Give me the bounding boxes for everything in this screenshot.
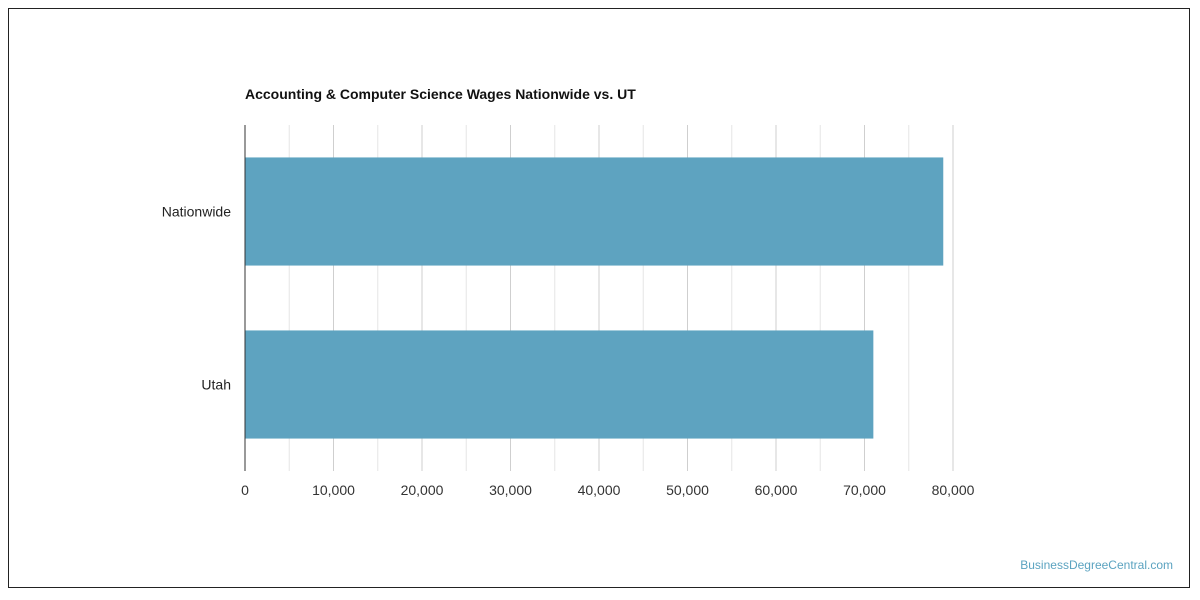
bar-nationwide (245, 157, 944, 266)
x-tick-label: 0 (241, 482, 249, 498)
bars (245, 157, 944, 439)
x-tick-label: 30,000 (489, 482, 532, 498)
y-category-label: Utah (201, 377, 231, 393)
chart-frame: Accounting & Computer Science Wages Nati… (8, 8, 1190, 588)
x-tick-label: 60,000 (755, 482, 798, 498)
x-tick-label: 20,000 (401, 482, 444, 498)
chart-title: Accounting & Computer Science Wages Nati… (245, 86, 636, 102)
x-tick-label: 80,000 (932, 482, 975, 498)
x-tick-label: 50,000 (666, 482, 709, 498)
x-tick-label: 40,000 (578, 482, 621, 498)
x-tick-label: 10,000 (312, 482, 355, 498)
labels: 0 10,000 20,000 30,000 40,000 50,000 60,000 70,… (162, 204, 975, 499)
bar-utah (245, 330, 874, 439)
bar-chart: Accounting & Computer Science Wages Nati… (162, 86, 975, 499)
x-tick-label: 70,000 (843, 482, 886, 498)
watermark-text: BusinessDegreeCentral.com (1020, 558, 1173, 572)
y-category-label: Nationwide (162, 204, 231, 220)
